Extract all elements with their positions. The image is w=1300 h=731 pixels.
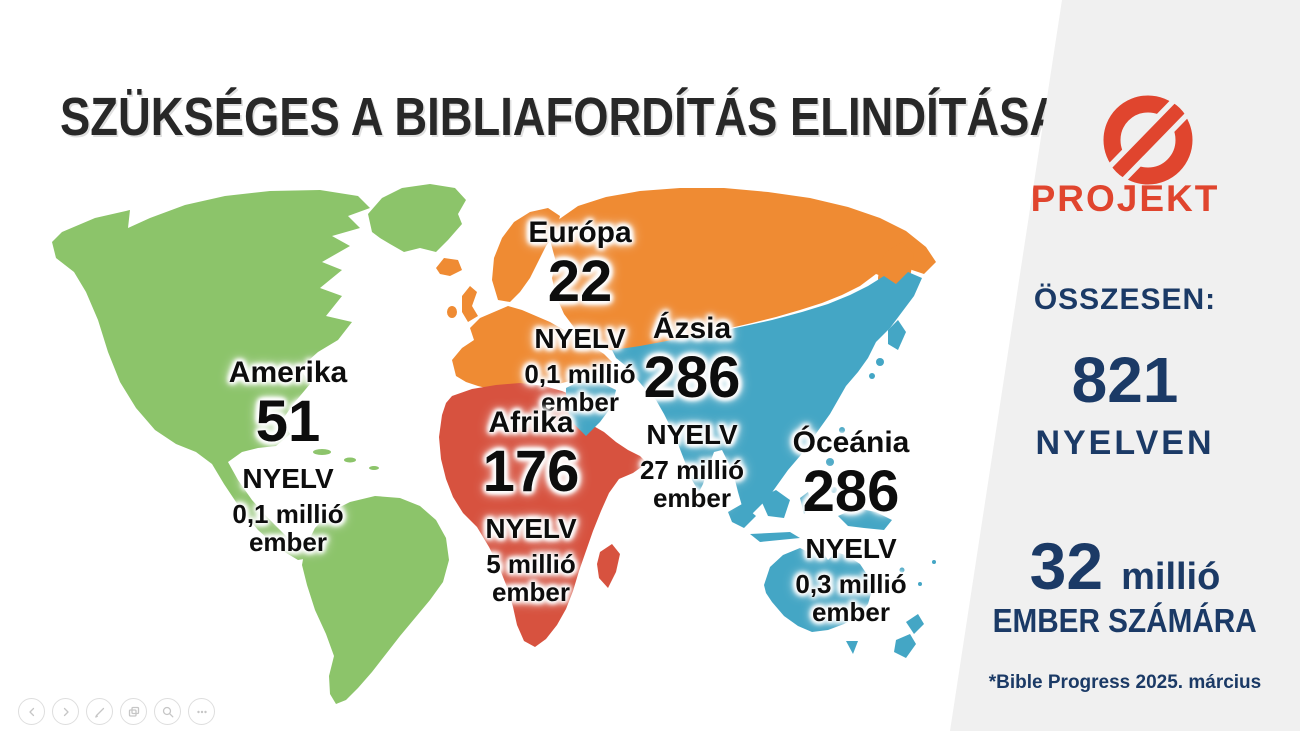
- new-guinea: [838, 508, 892, 530]
- russia: [550, 188, 936, 352]
- chevron-left-icon: [28, 707, 34, 716]
- region-people-count: 0,1 millió: [524, 359, 636, 389]
- region-label-oceania: Óceánia 286 NYELV 0,3 millió ember: [741, 426, 961, 626]
- java: [750, 532, 800, 542]
- caribbean-islands: [313, 449, 331, 455]
- region-name: Európa: [528, 216, 632, 249]
- sulawesi: [800, 492, 812, 514]
- iceland: [436, 258, 462, 276]
- japan: [869, 373, 875, 379]
- magnifier-icon: [162, 706, 173, 717]
- logo-wordmark: PROJEKT: [1030, 178, 1220, 219]
- taiwan: [839, 427, 845, 433]
- region-people-word: ember: [248, 527, 328, 557]
- chevron-right-icon: [63, 707, 69, 716]
- page-title: SZÜKSÉGES A BIBLIAFORDÍTÁS ELINDÍTÁSA: [60, 87, 1063, 148]
- next-slide-button[interactable]: [52, 698, 79, 725]
- region-people-count: 0,1 millió: [232, 499, 344, 529]
- pacific-islands: [932, 560, 936, 564]
- greenland: [368, 184, 466, 252]
- region-people-word: ember: [811, 597, 891, 627]
- see-all-slides-button[interactable]: [120, 698, 147, 725]
- continent-south-america: [302, 496, 449, 704]
- region-people-word: ember: [652, 483, 732, 513]
- australia: [764, 548, 872, 632]
- region-language-count: 286: [802, 459, 900, 524]
- continent-north-america: [52, 190, 370, 560]
- region-name: Afrika: [488, 406, 574, 439]
- pen-button[interactable]: [86, 698, 113, 725]
- region-name: Amerika: [228, 356, 348, 389]
- region-label-amerika: Amerika 51 NYELV 0,1 millió ember: [178, 356, 398, 556]
- british-isles: [462, 286, 478, 322]
- more-options-button[interactable]: [188, 698, 215, 725]
- region-label-europa: Európa 22 NYELV 0,1 millió ember: [470, 216, 690, 416]
- borneo: [760, 490, 790, 518]
- see-all-slides-icon: [128, 706, 139, 717]
- ellipsis-icon: [196, 710, 207, 713]
- total-people-row: 32 millió: [950, 528, 1300, 604]
- pacific-islands: [899, 567, 905, 573]
- ireland: [447, 306, 457, 318]
- region-language-count: 22: [547, 249, 613, 314]
- japan: [876, 358, 884, 366]
- total-languages-value: 821: [1071, 344, 1179, 416]
- region-people-count: 27 millió: [639, 455, 745, 485]
- sri-lanka: [702, 498, 710, 506]
- region-unit-label: NYELV: [805, 533, 897, 564]
- new-zealand: [894, 634, 916, 658]
- continent-asia: [612, 272, 922, 518]
- region-name: Ázsia: [652, 312, 732, 345]
- philippines: [826, 458, 834, 466]
- region-people-count: 0,3 millió: [795, 569, 907, 599]
- region-name: Óceánia: [792, 426, 910, 459]
- region-people-word: ember: [491, 577, 571, 607]
- region-unit-label: NYELV: [242, 463, 334, 494]
- region-people-word: ember: [540, 387, 620, 417]
- source-footnote: *Bible Progress 2025. március: [988, 672, 1262, 693]
- caribbean-islands: [369, 466, 379, 470]
- region-unit-label: NYELV: [646, 419, 738, 450]
- total-label: ÖSSZESEN:: [1033, 283, 1217, 316]
- previous-slide-button[interactable]: [18, 698, 45, 725]
- new-zealand: [906, 614, 924, 634]
- madagascar: [597, 544, 620, 588]
- region-people-count: 5 millió: [486, 549, 576, 579]
- philippines: [831, 487, 837, 493]
- pacific-islands: [918, 582, 922, 586]
- region-language-count: 51: [255, 389, 321, 454]
- caribbean-islands: [344, 457, 356, 463]
- total-people-value: 32: [1029, 529, 1104, 603]
- pen-icon: [94, 707, 104, 718]
- tasmania: [846, 641, 858, 654]
- continent-africa: [439, 383, 647, 647]
- arabian-peninsula: [566, 380, 616, 436]
- region-language-count: 286: [643, 345, 741, 410]
- total-people-unit: millió: [1121, 556, 1221, 598]
- total-languages-unit: NYELVEN: [1035, 424, 1215, 462]
- region-label-azsia: Ázsia 286 NYELV 27 millió ember: [582, 312, 802, 512]
- zoom-slide-button[interactable]: [154, 698, 181, 725]
- region-language-count: 176: [482, 439, 580, 504]
- region-unit-label: NYELV: [485, 513, 577, 544]
- region-label-afrika: Afrika 176 NYELV 5 millió ember: [421, 406, 641, 606]
- philippines: [818, 442, 826, 450]
- continent-europe: [452, 306, 612, 390]
- philippines: [821, 475, 827, 481]
- slideshow-controls: [18, 698, 215, 725]
- sumatra: [728, 504, 756, 528]
- japan: [888, 320, 906, 350]
- total-people-label: EMBER SZÁMÁRA: [992, 602, 1257, 639]
- world-map: [52, 184, 936, 704]
- scandinavia: [492, 208, 560, 302]
- region-unit-label: NYELV: [534, 323, 626, 354]
- zero-project-logo-icon: [1103, 95, 1193, 185]
